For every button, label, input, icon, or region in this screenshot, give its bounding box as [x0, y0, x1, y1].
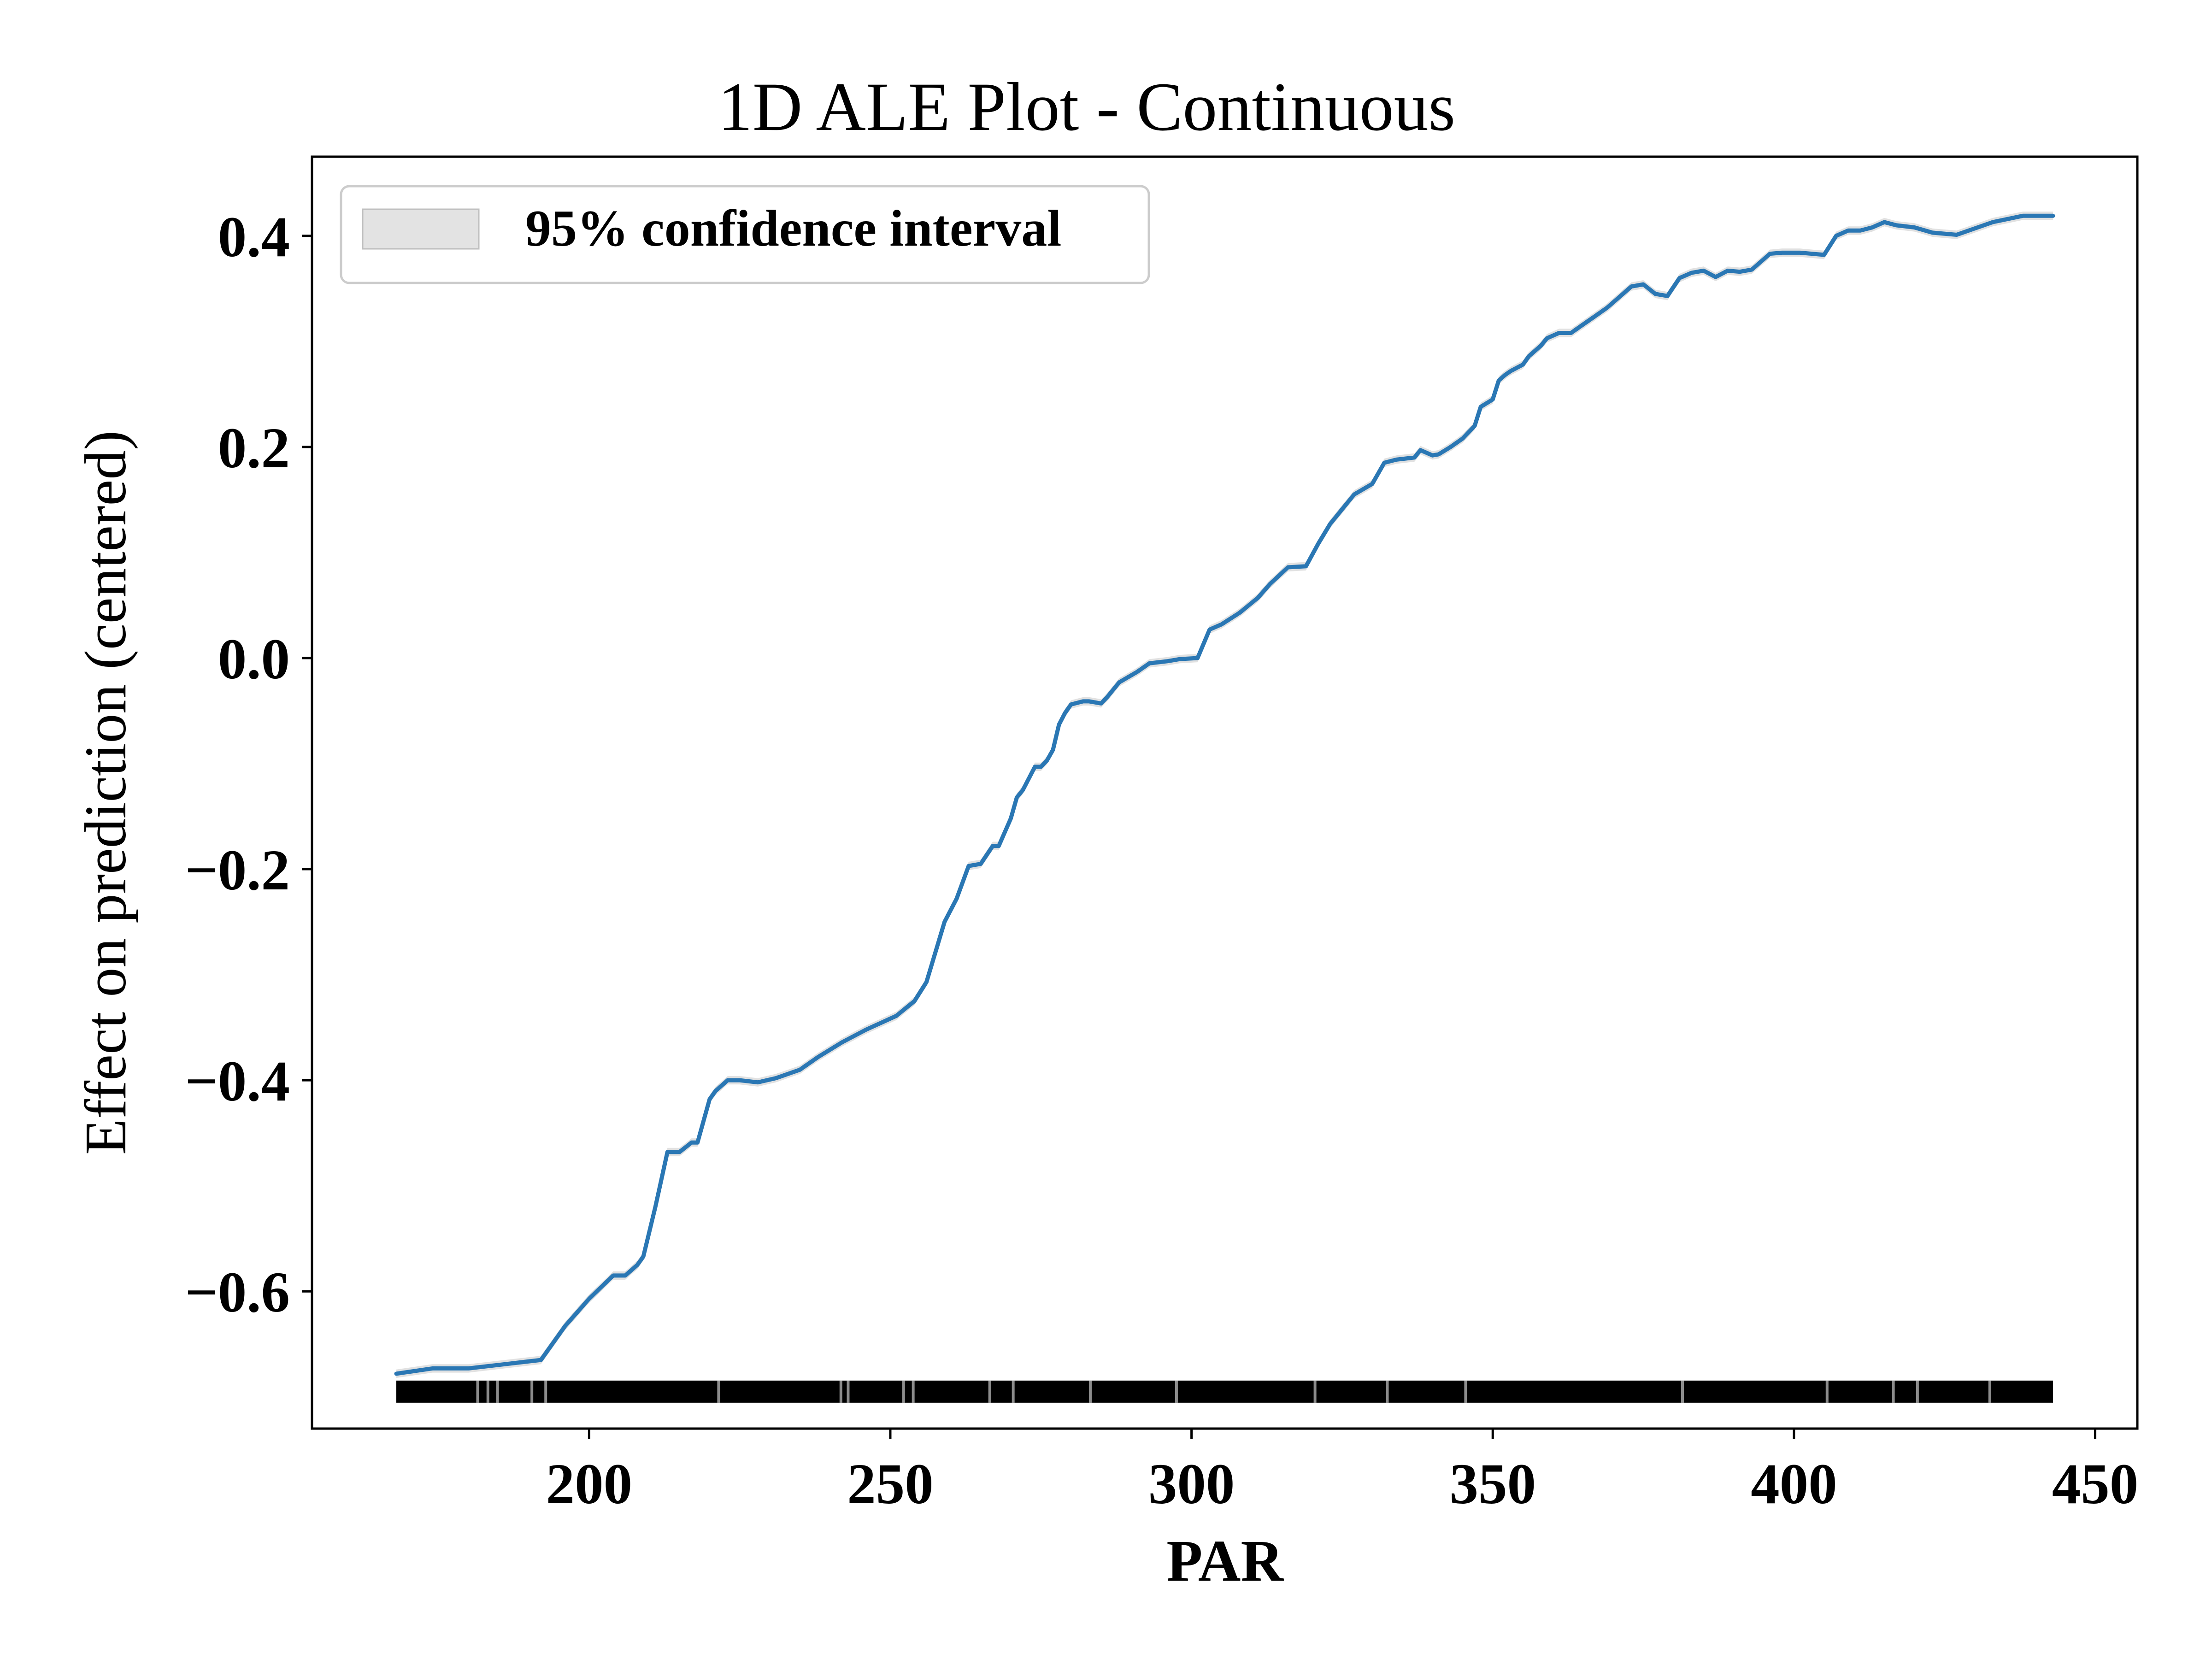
- x-tick-label: 200: [546, 1453, 633, 1516]
- y-tick-label: −0.4: [185, 1050, 290, 1113]
- rug-gap: [988, 1380, 991, 1403]
- plot-area: [394, 212, 2055, 1403]
- x-tick-label: 300: [1148, 1453, 1235, 1516]
- legend-label-ci: 95% confidence interval: [525, 200, 1061, 257]
- y-axis-label: Effect on prediction (centered): [73, 430, 138, 1155]
- rug-gap: [1313, 1380, 1317, 1403]
- rug-gap: [902, 1380, 905, 1403]
- rug-gap: [912, 1380, 915, 1403]
- y-tick-label: −0.6: [185, 1261, 290, 1324]
- rug-gap: [1464, 1380, 1467, 1403]
- rug-gap: [1681, 1380, 1684, 1403]
- rug-gap: [1386, 1380, 1389, 1403]
- x-tick-label: 250: [847, 1453, 934, 1516]
- y-tick-label: 0.0: [218, 628, 290, 691]
- rug-gap: [496, 1380, 499, 1403]
- legend: 95% confidence interval: [340, 185, 1150, 284]
- x-tick-label: 450: [2052, 1453, 2139, 1516]
- y-axis: −0.6 −0.4 −0.2 0.0 0.2 0.4: [185, 206, 312, 1324]
- rug-gap: [1088, 1380, 1092, 1403]
- rug-gap: [1825, 1380, 1829, 1403]
- rug-gap: [847, 1380, 850, 1403]
- rug-gap: [544, 1380, 547, 1403]
- y-tick-label: −0.2: [185, 839, 290, 902]
- y-tick-label: 0.2: [218, 417, 290, 480]
- rug-gap: [530, 1380, 534, 1403]
- rug-gap: [839, 1380, 842, 1403]
- confidence-band: [396, 212, 2053, 1378]
- y-tick-label: 0.4: [218, 206, 290, 269]
- rug-gap: [1988, 1380, 1991, 1403]
- x-axis-label: PAR: [1166, 1528, 1284, 1594]
- x-tick-label: 400: [1751, 1453, 1837, 1516]
- legend-swatch-ci: [362, 208, 480, 250]
- x-tick-label: 350: [1449, 1453, 1536, 1516]
- rug-gap: [1892, 1380, 1895, 1403]
- rug-gap: [1175, 1380, 1178, 1403]
- legend-box: [340, 185, 1150, 284]
- rug-gap: [1916, 1380, 1919, 1403]
- chart-title: 1D ALE Plot - Continuous: [718, 69, 1455, 145]
- ale-line: [394, 213, 2055, 1376]
- x-axis: 200 250 300 350 400 450: [546, 1429, 2139, 1516]
- rug-gap: [717, 1380, 720, 1403]
- rug-bar: [396, 1380, 2053, 1403]
- rug-gap: [486, 1380, 489, 1403]
- axes-frame: [311, 155, 2139, 1430]
- rug-gap: [476, 1380, 479, 1403]
- rug-gap: [1012, 1380, 1015, 1403]
